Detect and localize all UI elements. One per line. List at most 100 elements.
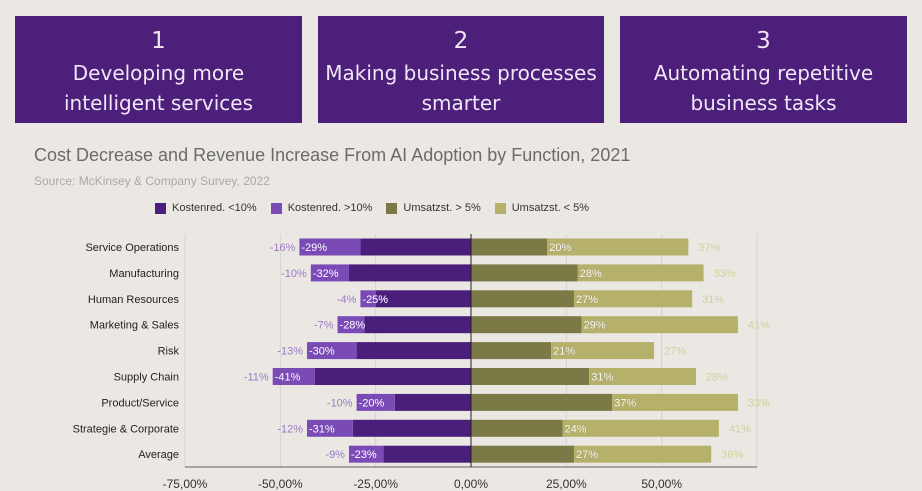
bar-rev-over5	[471, 290, 574, 308]
box-number: 2	[453, 28, 469, 54]
data-label: -4%	[337, 294, 357, 306]
data-label: 28%	[580, 268, 602, 280]
bar-cost-over10	[348, 445, 384, 463]
box-text-line2: smarter	[421, 91, 501, 115]
category-label: Human Resources	[88, 294, 180, 306]
bar-rev-under5	[551, 342, 655, 360]
box-text-line1: Making business processes	[325, 61, 597, 85]
bar-cost-under10	[383, 445, 471, 463]
category-label: Marketing & Sales	[90, 320, 180, 332]
bar-rev-under5	[589, 368, 696, 385]
data-label: -7%	[314, 320, 334, 332]
bar-cost-under10	[348, 264, 471, 282]
category-label: Average	[138, 449, 179, 461]
data-label: -10%	[327, 397, 353, 409]
data-label: -29%	[301, 242, 327, 254]
data-label: -20%	[359, 397, 385, 409]
bar-cost-under10	[314, 368, 471, 385]
legend-item: Umsatzst. > 5%	[386, 202, 481, 214]
category-label: Risk	[158, 346, 180, 358]
bar-rev-over5	[471, 445, 574, 463]
bar-rev-over5	[471, 316, 582, 334]
data-label: -16%	[270, 242, 296, 254]
highlight-box-2: 2 Making business processes smarter	[318, 16, 604, 123]
legend-swatch	[494, 202, 506, 214]
x-tick-label: -25,00%	[353, 477, 398, 491]
highlight-box-1: 1 Developing more intelligent services	[15, 16, 302, 123]
data-label: -10%	[281, 268, 307, 280]
x-tick-label: 25,00%	[546, 477, 587, 491]
data-label: -12%	[277, 423, 303, 435]
highlight-box-3: 3 Automating repetitive business tasks	[620, 16, 907, 123]
data-label: -31%	[309, 423, 335, 435]
legend-label: Kostenred. <10%	[172, 202, 257, 214]
box-text-line1: Developing more	[72, 61, 245, 85]
data-label: -28%	[340, 320, 366, 332]
data-label: 24%	[565, 423, 587, 435]
bar-cost-over10	[307, 342, 357, 360]
bar-cost-under10	[364, 316, 471, 334]
bar-rev-over5	[471, 264, 578, 282]
legend-item: Kostenred. >10%	[270, 202, 373, 214]
category-label: Product/Service	[101, 397, 179, 409]
legend-item: Kostenred. <10%	[155, 202, 257, 214]
bar-cost-over10	[299, 238, 361, 256]
bar-rev-under5	[577, 264, 704, 282]
bar-cost-over10	[337, 316, 365, 334]
data-label: 27%	[664, 346, 686, 358]
chart-title: Cost Decrease and Revenue Increase From …	[34, 145, 631, 165]
legend-item: Umsatzst. < 5%	[494, 202, 590, 214]
legend-swatch	[155, 202, 166, 214]
data-label: 27%	[576, 449, 598, 461]
bar-cost-over10	[307, 419, 353, 437]
data-label: -32%	[313, 268, 339, 280]
data-label: 41%	[729, 423, 751, 435]
category-label: Manufacturing	[109, 268, 179, 280]
legend-label: Umsatzst. < 5%	[511, 202, 590, 214]
bar-cost-under10	[394, 393, 471, 411]
data-label: -11%	[244, 372, 269, 384]
bar-rev-under5	[562, 419, 719, 437]
bar-cost-over10	[360, 290, 376, 308]
data-label: 36%	[721, 449, 743, 461]
data-label: 37%	[614, 397, 636, 409]
category-label: Strategie & Corporate	[73, 423, 179, 435]
chart-subtitle: Source: McKinsey & Company Survey, 2022	[34, 174, 270, 188]
legend-label: Umsatzst. > 5%	[403, 202, 481, 214]
bar-cost-over10	[356, 393, 395, 411]
bar-cost-over10	[272, 368, 315, 385]
box-number: 1	[151, 28, 166, 54]
x-tick-label: 50,00%	[641, 477, 682, 491]
bar-cost-over10	[310, 264, 349, 282]
data-label: 41%	[748, 320, 770, 332]
box-text-line1: Automating repetitive	[653, 61, 874, 85]
box-number: 3	[756, 28, 771, 54]
data-label: 37%	[698, 242, 720, 254]
bar-cost-under10	[352, 419, 471, 437]
data-label: -30%	[309, 346, 335, 358]
legend-label: Kostenred. >10%	[287, 202, 373, 214]
data-label: -41%	[275, 372, 301, 384]
bar-rev-under5	[612, 393, 738, 411]
data-label: -9%	[325, 449, 345, 461]
bar-rev-under5	[573, 290, 693, 308]
data-label: 33%	[748, 397, 770, 409]
box-text-line2: business tasks	[690, 91, 837, 115]
bar-rev-under5	[547, 238, 689, 256]
bar-rev-over5	[471, 393, 613, 411]
data-label: 20%	[549, 242, 571, 254]
bar-rev-under5	[581, 316, 738, 334]
x-tick-label: 0,00%	[454, 477, 488, 491]
bar-cost-under10	[360, 238, 471, 256]
bar-rev-under5	[573, 445, 712, 463]
box-text-line2: intelligent services	[64, 91, 253, 115]
x-tick-label: -50,00%	[258, 477, 303, 491]
bar-rev-over5	[471, 368, 590, 385]
bar-rev-over5	[471, 238, 548, 256]
data-label: 29%	[584, 320, 606, 332]
category-label: Supply Chain	[114, 372, 179, 384]
data-label: 31%	[702, 294, 724, 306]
bar-cost-under10	[356, 342, 471, 360]
data-label: 28%	[706, 372, 728, 384]
